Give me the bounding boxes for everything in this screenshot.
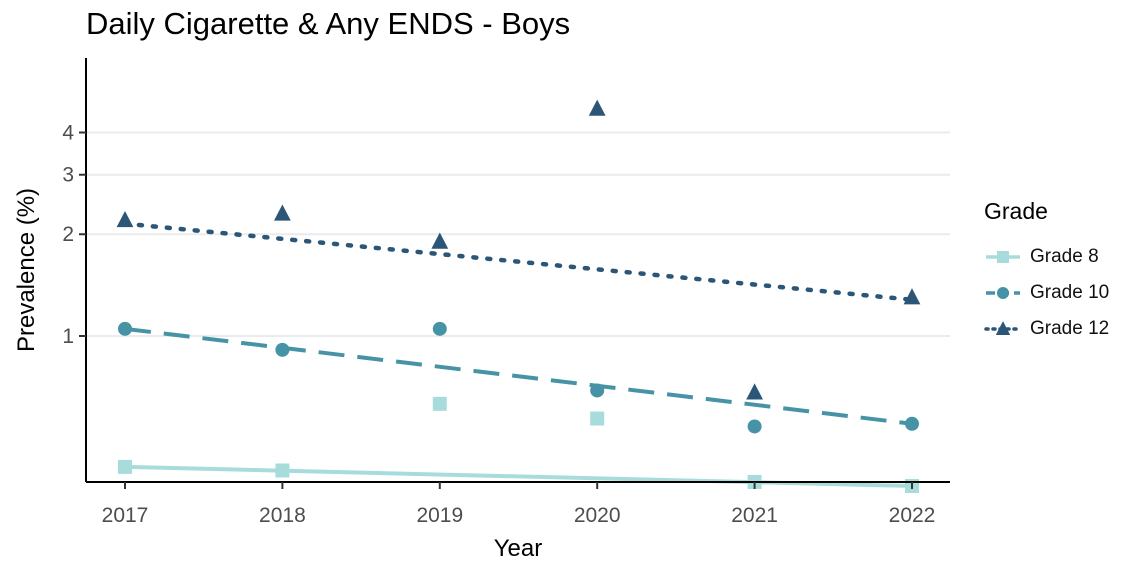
legend: Grade Grade 8 Grade 10 Grade 12: [984, 198, 1109, 347]
trend-line-grade-10: [124, 326, 913, 426]
y-tick-label-2: 2: [62, 223, 74, 246]
y-tick-label-1: 1: [62, 325, 74, 348]
legend-item-grade-8: Grade 8: [984, 239, 1109, 275]
point-grade-10-2017: [118, 321, 132, 336]
x-tick-label-2020: 2020: [574, 504, 621, 527]
axes: [85, 58, 950, 483]
trend-lines: [122, 221, 915, 488]
point-grade-12-2022: [903, 288, 921, 305]
point-grade-8-2018: [275, 463, 290, 478]
point-grade-12-2019: [431, 232, 449, 249]
trend-line-grade-12: [122, 221, 915, 303]
point-grade-12-2021: [746, 383, 763, 400]
point-grade-8-2019: [432, 396, 447, 411]
legend-items: Grade 8 Grade 10 Grade 12: [984, 239, 1109, 347]
point-grade-8-2017: [118, 459, 132, 474]
legend-label-grade-10: Grade 10: [1030, 282, 1110, 303]
grid-lines: [86, 131, 950, 337]
y-axis-label: Prevalence (%): [13, 188, 40, 352]
x-tick-label-2022: 2022: [889, 504, 936, 527]
data-points: [116, 99, 921, 493]
point-grade-10-2018: [275, 342, 290, 357]
legend-marker-grade-12: [995, 321, 1011, 335]
legend-marker-grade-10: [997, 287, 1009, 299]
legend-key-grade-8: [986, 251, 1020, 263]
legend-label-grade-8: Grade 8: [1030, 246, 1099, 267]
point-grade-10-2022: [905, 416, 919, 431]
legend-title: Grade: [984, 198, 1048, 224]
legend-label-grade-12: Grade 12: [1030, 318, 1110, 339]
legend-marker-grade-8: [997, 251, 1009, 263]
point-grade-8-2020: [590, 411, 605, 426]
axis-ticks: 1 2 3 4 2017 2018 2019 2020 2021 2022: [62, 121, 935, 527]
x-tick-label-2017: 2017: [102, 504, 149, 527]
trend-line-grade-8: [124, 464, 913, 488]
y-tick-label-4: 4: [62, 121, 74, 144]
x-axis-label: Year: [494, 535, 543, 562]
point-grade-12-2017: [116, 211, 134, 228]
x-tick-label-2019: 2019: [416, 504, 463, 527]
legend-key-grade-10: [986, 287, 1020, 299]
legend-item-grade-12: Grade 12: [984, 311, 1109, 347]
point-grade-10-2020: [590, 383, 605, 398]
legend-item-grade-10: Grade 10: [984, 275, 1109, 311]
point-grade-10-2019: [432, 321, 447, 336]
point-grade-10-2021: [747, 419, 762, 434]
y-tick-label-3: 3: [62, 164, 74, 187]
point-grade-12-2020: [588, 99, 606, 116]
chart-title: Daily Cigarette & Any ENDS - Boys: [86, 6, 571, 41]
x-tick-label-2018: 2018: [259, 504, 306, 527]
legend-key-grade-12: [984, 321, 1022, 335]
point-grade-12-2018: [274, 204, 291, 221]
x-tick-label-2021: 2021: [731, 504, 778, 527]
